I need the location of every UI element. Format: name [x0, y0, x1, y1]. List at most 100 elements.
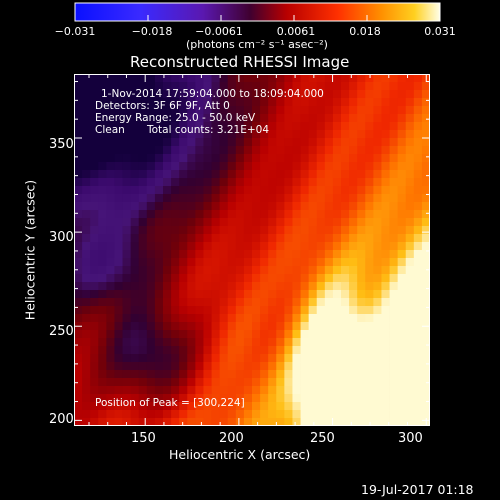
- heatmap-cell: [268, 202, 277, 211]
- heatmap-cell: [114, 234, 123, 243]
- heatmap-cell: [187, 394, 196, 403]
- heatmap-cell: [146, 402, 156, 411]
- heatmap-cell: [389, 298, 399, 307]
- heatmap-cell: [357, 386, 366, 395]
- heatmap-cell: [138, 186, 148, 195]
- heatmap-cell: [300, 98, 310, 107]
- heatmap-cell: [74, 282, 83, 291]
- heatmap-cell: [268, 274, 277, 283]
- heatmap-cell: [187, 290, 196, 299]
- heatmap-cell: [421, 82, 430, 91]
- heatmap-cell: [98, 90, 107, 99]
- heatmap-cell: [276, 306, 285, 315]
- heatmap-cell: [74, 298, 83, 307]
- heatmap-cell: [138, 418, 148, 426]
- heatmap-cell: [98, 330, 107, 339]
- heatmap-cell: [357, 266, 366, 275]
- heatmap-cell: [227, 362, 237, 371]
- heatmap-cell: [397, 234, 407, 243]
- heatmap-cell: [316, 130, 326, 139]
- heatmap-cell: [106, 338, 115, 347]
- heatmap-cell: [243, 210, 253, 219]
- heatmap-cell: [405, 242, 415, 251]
- heatmap-cell: [421, 138, 430, 147]
- heatmap-cell: [82, 170, 91, 179]
- heatmap-cell: [106, 274, 115, 283]
- heatmap-cell: [292, 162, 301, 171]
- heatmap-cell: [421, 370, 430, 379]
- heatmap-cell: [365, 186, 374, 195]
- heatmap-cell: [130, 90, 140, 99]
- heatmap-cell: [292, 370, 301, 379]
- heatmap-cell: [268, 138, 277, 147]
- heatmap-cell: [252, 226, 261, 235]
- heatmap-cell: [195, 266, 204, 275]
- heatmap-cell: [397, 90, 407, 99]
- heatmap-cell: [243, 402, 253, 411]
- heatmap-cell: [74, 218, 83, 227]
- heatmap-cell: [154, 322, 164, 331]
- heatmap-cell: [268, 122, 277, 131]
- heatmap-cell: [389, 82, 399, 91]
- heatmap-cell: [421, 258, 430, 267]
- heatmap-cell: [154, 402, 164, 411]
- colorbar-tick-label: −0.031: [54, 25, 96, 38]
- heatmap-cell: [98, 370, 107, 379]
- heatmap-cell: [284, 154, 293, 163]
- heatmap-cell: [122, 298, 132, 307]
- heatmap-cell: [203, 274, 212, 283]
- heatmap-cell: [405, 362, 415, 371]
- heatmap-cell: [341, 74, 350, 83]
- heatmap-cell: [187, 218, 196, 227]
- heatmap-cell: [397, 362, 407, 371]
- heatmap-cell: [381, 418, 390, 426]
- heatmap-cell: [195, 386, 204, 395]
- heatmap-cell: [268, 90, 277, 99]
- heatmap-cell: [146, 210, 156, 219]
- heatmap-cell: [284, 82, 293, 91]
- heatmap-cell: [365, 298, 374, 307]
- heatmap-cell: [171, 250, 180, 259]
- heatmap-cell: [292, 386, 301, 395]
- heatmap-cell: [82, 82, 91, 91]
- heatmap-cell: [413, 394, 423, 403]
- heatmap-cell: [373, 114, 382, 123]
- heatmap-cell: [74, 90, 83, 99]
- heatmap-cell: [260, 130, 269, 139]
- heatmap-cell: [98, 218, 107, 227]
- heatmap-cell: [179, 410, 188, 419]
- heatmap-cell: [365, 250, 374, 259]
- heatmap-cell: [292, 314, 301, 323]
- heatmap-cell: [171, 362, 180, 371]
- heatmap-cell: [146, 338, 156, 347]
- heatmap-cell: [106, 418, 115, 426]
- heatmap-cell: [74, 122, 83, 131]
- heatmap-cell: [74, 378, 83, 387]
- heatmap-cell: [187, 338, 196, 347]
- heatmap-cell: [74, 274, 83, 283]
- heatmap-cell: [163, 378, 172, 387]
- heatmap-cell: [243, 306, 253, 315]
- heatmap-cell: [243, 186, 253, 195]
- heatmap-cell: [373, 306, 382, 315]
- heatmap-cell: [146, 106, 156, 115]
- heatmap-cell: [357, 210, 366, 219]
- heatmap-cell: [332, 394, 342, 403]
- heatmap-cell: [357, 186, 366, 195]
- heatmap-cell: [227, 194, 237, 203]
- heatmap-cell: [122, 250, 132, 259]
- heatmap-cell: [316, 218, 326, 227]
- heatmap-cell: [211, 386, 221, 395]
- heatmap-cell: [146, 386, 156, 395]
- heatmap-cell: [187, 362, 196, 371]
- heatmap-cell: [171, 378, 180, 387]
- heatmap-cell: [187, 186, 196, 195]
- heatmap-cell: [389, 274, 399, 283]
- heatmap-cell: [284, 370, 293, 379]
- heatmap-cell: [187, 226, 196, 235]
- heatmap-cell: [365, 98, 374, 107]
- heatmap-cell: [163, 154, 172, 163]
- heatmap-cell: [243, 266, 253, 275]
- heatmap-cell: [203, 370, 212, 379]
- heatmap-cell: [98, 290, 107, 299]
